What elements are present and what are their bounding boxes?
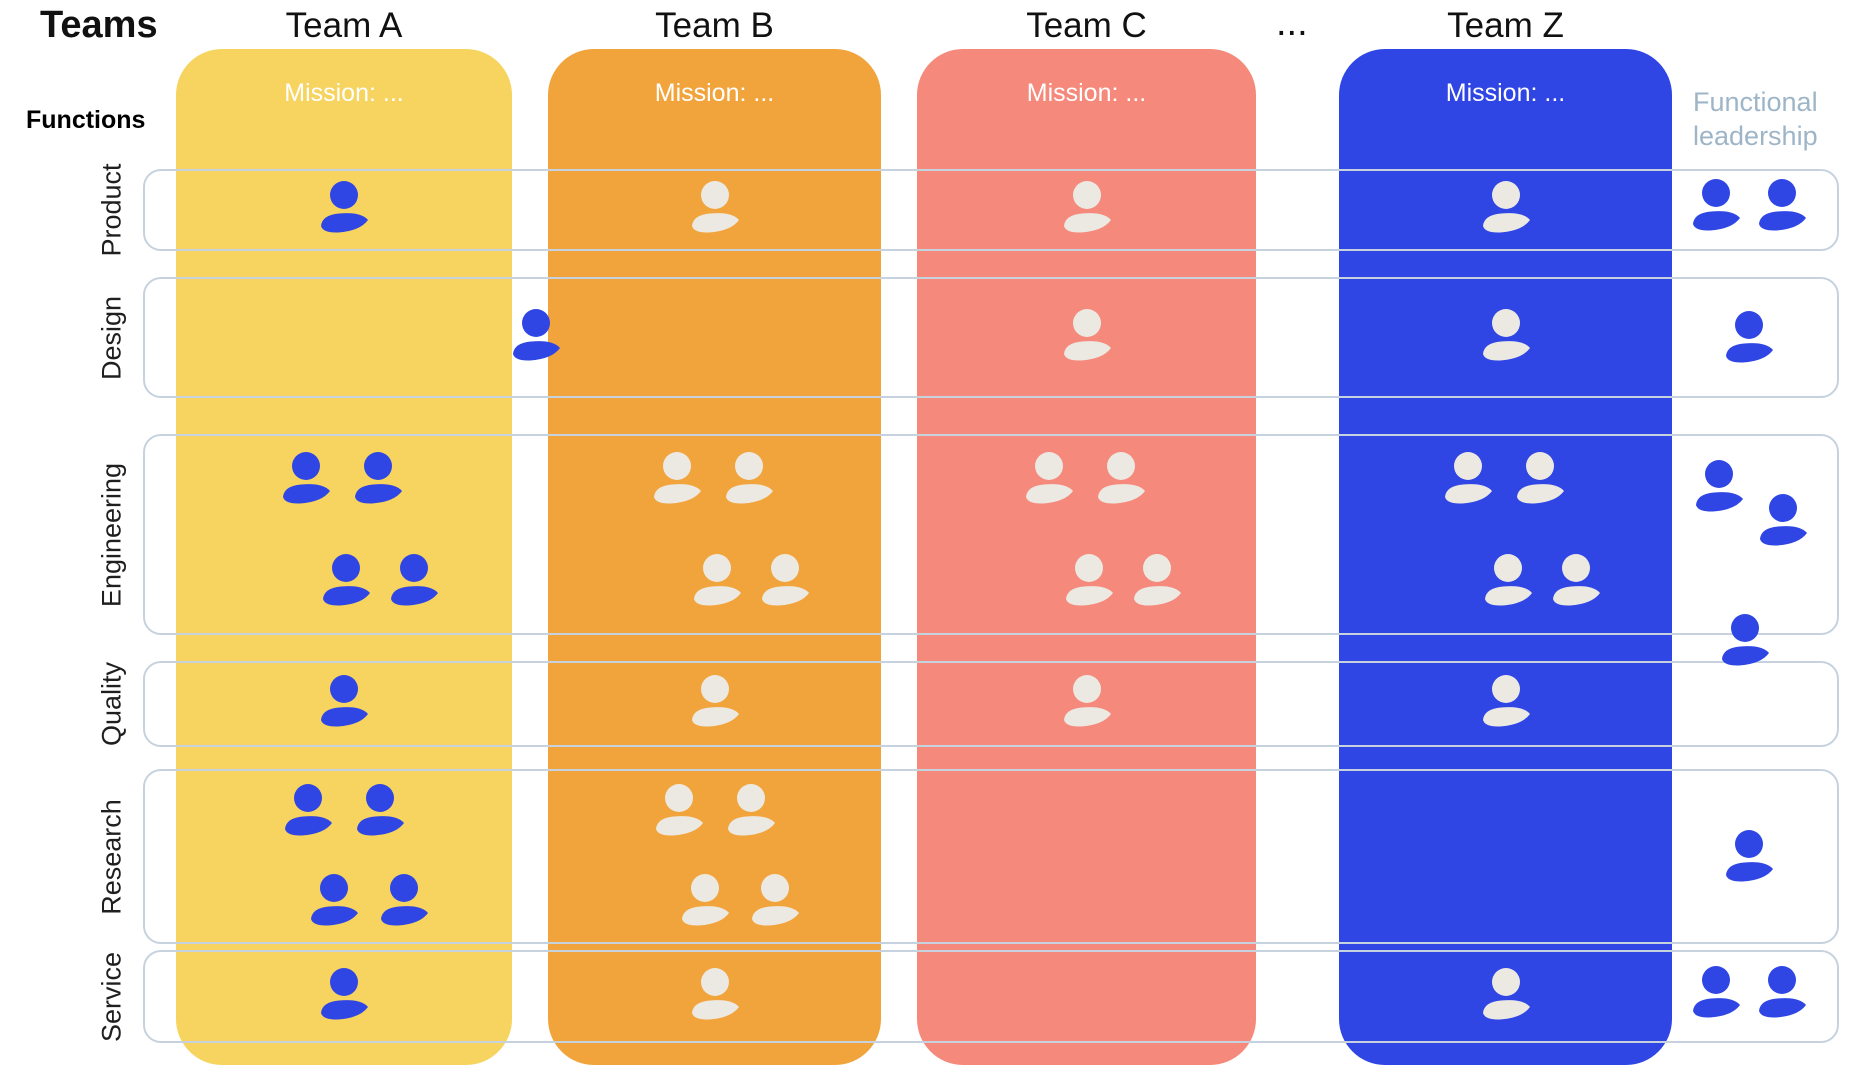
- function-row-engineering: [143, 434, 1839, 635]
- function-label-quality: Quality: [96, 661, 127, 747]
- person-icon: [1132, 553, 1182, 612]
- person-icon: [1551, 553, 1601, 612]
- mission-label: Mission: ...: [1026, 79, 1147, 107]
- function-row-product: [143, 169, 1839, 251]
- person-icon: [690, 967, 740, 1026]
- person-icon: [319, 675, 369, 733]
- person-icon: [1062, 308, 1112, 367]
- team-header-team-z: Team Z: [1447, 6, 1564, 45]
- person-icon: [1483, 553, 1533, 612]
- person-icon: [1515, 451, 1565, 510]
- person-icon: [1694, 459, 1744, 518]
- person-icon: [1724, 829, 1774, 888]
- function-label-service: Service: [96, 951, 127, 1042]
- person-icon: [726, 783, 776, 842]
- team-header-team-c: Team C: [1026, 6, 1147, 45]
- person-icon: [654, 783, 704, 842]
- person-icon: [690, 181, 740, 239]
- person-icon: [724, 451, 774, 510]
- function-label-engineering: Engineering: [96, 462, 127, 607]
- person-icon: [1096, 451, 1146, 510]
- function-row-service: [143, 950, 1839, 1043]
- teams-title: Teams: [40, 4, 158, 46]
- person-icon: [319, 967, 369, 1026]
- person-icon: [321, 553, 371, 612]
- person-icon: [1062, 181, 1112, 239]
- mission-label: Mission: ...: [654, 79, 775, 107]
- functions-title: Functions: [26, 106, 146, 134]
- person-icon: [690, 675, 740, 733]
- person-icon: [355, 783, 405, 842]
- person-icon: [1481, 675, 1531, 733]
- person-icon: [1064, 553, 1114, 612]
- person-icon: [281, 451, 331, 510]
- mission-label: Mission: ...: [1445, 79, 1566, 107]
- person-icon: [1757, 965, 1807, 1024]
- person-icon: [1691, 965, 1741, 1024]
- person-icon: [1757, 179, 1807, 237]
- person-icon: [692, 553, 742, 612]
- person-icon: [1443, 451, 1493, 510]
- mission-label: Mission: ...: [284, 79, 404, 107]
- person-icon: [283, 783, 333, 842]
- function-label-product: Product: [96, 163, 127, 257]
- team-header-team-a: Team A: [285, 6, 403, 45]
- person-icon: [1481, 967, 1531, 1026]
- person-icon: [389, 553, 439, 612]
- person-icon: [379, 873, 429, 932]
- person-icon: [652, 451, 702, 510]
- function-label-design: Design: [96, 295, 127, 380]
- person-icon: [353, 451, 403, 510]
- person-icon: [750, 873, 800, 932]
- function-row-design: [143, 277, 1839, 398]
- person-icon: [1691, 179, 1741, 237]
- person-icon: [309, 873, 359, 932]
- team-header-team-b: Team B: [655, 6, 774, 45]
- function-row-research: [143, 769, 1839, 944]
- teams-ellipsis: ...: [1276, 2, 1308, 44]
- functional-leadership-label: Functional leadership: [1693, 87, 1818, 151]
- person-icon: [1724, 310, 1774, 369]
- person-icon: [1062, 675, 1112, 733]
- person-icon: [680, 873, 730, 932]
- person-icon: [1481, 308, 1531, 367]
- person-icon: [1024, 451, 1074, 510]
- function-row-quality: [143, 661, 1839, 747]
- person-icon: [1481, 181, 1531, 239]
- person-icon: [1758, 493, 1808, 552]
- function-label-research: Research: [96, 798, 127, 915]
- person-icon: [319, 181, 369, 239]
- person-icon: [760, 553, 810, 612]
- person-icon: [1720, 613, 1770, 672]
- person-icon: [511, 308, 561, 367]
